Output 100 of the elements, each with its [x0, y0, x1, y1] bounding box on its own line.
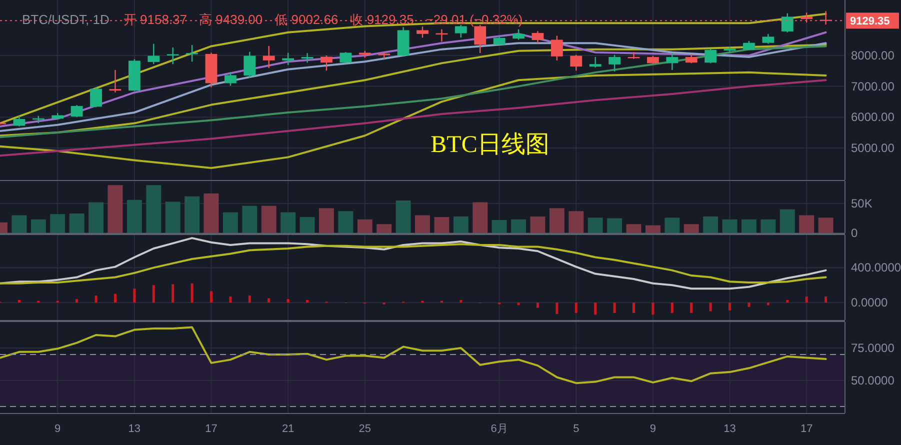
candlestick: [320, 54, 332, 72]
bar: [69, 214, 84, 233]
candlestick: [512, 28, 524, 40]
x-tick-label: 13: [128, 423, 141, 435]
line-series: [0, 71, 827, 169]
bar: [242, 206, 258, 233]
y-tick-label: 50K: [851, 196, 872, 210]
x-tick-label: 9: [54, 423, 61, 435]
x-tick-label: 21: [282, 423, 294, 435]
candlestick: [762, 33, 774, 44]
bar: [434, 217, 450, 233]
bar: [94, 296, 98, 303]
candlestick: [532, 30, 544, 44]
y-tick-label: 0.0000: [851, 296, 888, 310]
y-tick-label: 8000.00: [851, 48, 895, 62]
candlestick: [666, 52, 678, 71]
bar: [261, 206, 276, 233]
bar: [741, 219, 756, 233]
annotation: 低 9002.66: [274, 12, 338, 27]
candlestick: [570, 54, 582, 72]
y-tick-label: 50.0000: [851, 374, 895, 388]
bar: [318, 208, 334, 233]
bar: [453, 216, 468, 233]
bar: [568, 211, 584, 233]
bar: [511, 219, 526, 233]
bar: [684, 224, 699, 233]
candlestick: [704, 48, 717, 64]
bar: [780, 209, 795, 233]
y-tick-label: 7000.00: [851, 79, 895, 94]
line-series: [0, 79, 827, 157]
bar: [114, 294, 116, 303]
bar: [415, 215, 430, 233]
bar: [286, 299, 290, 303]
x-tick-label: 5: [573, 423, 580, 435]
bar: [12, 215, 27, 233]
bar: [607, 218, 622, 233]
bar: [517, 302, 520, 306]
candlestick: [454, 24, 467, 38]
annotation: 收 9129.35: [350, 12, 414, 27]
bar: [396, 200, 411, 233]
bar: [664, 218, 680, 233]
candlestick: [148, 43, 160, 65]
y-tick-label: 400.0000: [851, 260, 901, 275]
candlestick: [109, 69, 122, 94]
bar: [645, 225, 660, 233]
bar: [376, 224, 392, 233]
bar: [670, 302, 674, 314]
candlestick: [340, 51, 352, 64]
line-series: [0, 12, 827, 124]
bar: [766, 302, 770, 306]
candlestick: [262, 45, 275, 69]
bar: [248, 296, 251, 303]
bar: [152, 285, 155, 303]
bar: [300, 217, 315, 233]
candlestick: [493, 34, 506, 46]
candlestick: [70, 104, 83, 118]
bar: [76, 299, 78, 303]
bar: [824, 296, 828, 303]
candlestick: [685, 53, 698, 64]
x-tick-label: 13: [724, 423, 736, 435]
line-series: [0, 326, 827, 384]
bar: [632, 302, 635, 314]
candlestick: [781, 12, 794, 33]
bar: [280, 212, 296, 233]
candlestick: [244, 51, 256, 78]
bar: [126, 200, 142, 233]
bar: [574, 302, 578, 314]
bar: [536, 302, 539, 308]
bar: [172, 284, 174, 303]
bar: [594, 302, 597, 315]
bar: [703, 216, 718, 233]
x-tick-label: 9: [650, 423, 656, 435]
candlestick: [224, 72, 236, 86]
bar: [306, 300, 309, 303]
bar: [818, 218, 834, 233]
candlestick: [301, 52, 314, 64]
line-series: [0, 31, 827, 128]
bar: [588, 218, 603, 233]
bar: [786, 300, 789, 303]
candlestick: [13, 115, 26, 127]
bar: [613, 302, 616, 314]
candlestick: [282, 52, 294, 66]
bar: [18, 300, 20, 303]
bar: [549, 208, 564, 233]
text: BTC/USDT, 1D: [22, 12, 110, 27]
annotation: 高 9439.00: [199, 12, 263, 27]
ref-line-label: 9129.35: [850, 16, 890, 28]
x-tick-label: 17: [205, 423, 218, 435]
candlestick: [550, 35, 563, 62]
bar: [222, 212, 238, 233]
bar: [338, 211, 354, 233]
bar: [799, 215, 814, 233]
bar: [184, 196, 200, 233]
y-tick-label: 6000.00: [851, 110, 895, 124]
bar: [492, 220, 507, 233]
text: BTC日线图: [430, 132, 550, 158]
bar: [30, 219, 46, 233]
bar: [760, 219, 776, 233]
candlestick: [90, 86, 102, 108]
candlestick: [589, 56, 602, 68]
